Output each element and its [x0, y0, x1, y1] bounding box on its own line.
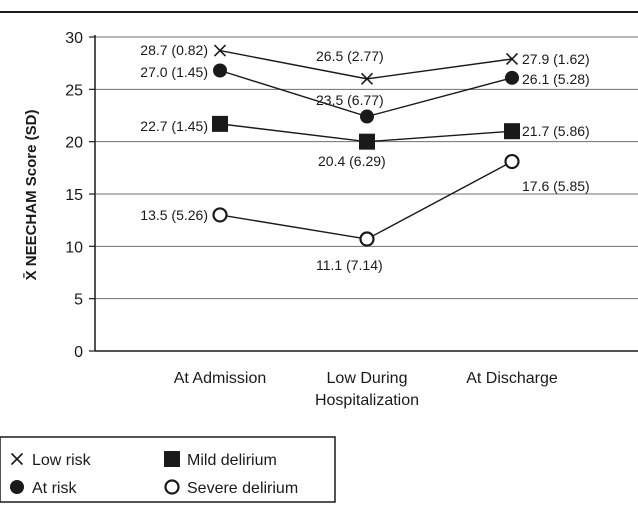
data-label: 22.7 (1.45) [140, 118, 208, 134]
legend-item: Severe delirium [164, 479, 298, 497]
legend-label: Mild delirium [187, 452, 277, 469]
legend-marker [10, 480, 24, 494]
data-label: 26.1 (5.28) [522, 71, 590, 87]
legend-marker [164, 479, 180, 495]
legend-label: At risk [32, 480, 77, 497]
data-point [213, 44, 227, 57]
data-point [212, 115, 228, 132]
data-label: 21.7 (5.86) [522, 123, 590, 139]
data-point [505, 52, 519, 66]
data-label: 27.0 (1.45) [140, 64, 208, 80]
y-tick-label: 30 [65, 30, 83, 47]
data-point [360, 109, 374, 124]
series-line [219, 160, 513, 240]
data-label: 28.7 (0.82) [140, 42, 208, 58]
y-tick-label: 20 [65, 135, 83, 152]
legend-marker [164, 451, 180, 467]
legend-marker [10, 452, 24, 466]
data-label: 11.1 (7.14) [316, 257, 383, 273]
data-label: 23.5 (6.77) [316, 92, 384, 108]
y-tick-label: 0 [74, 344, 83, 361]
x-category-label: At Discharge [466, 370, 558, 387]
legend: Low risk At risk Mild delirium Severe delir… [0, 436, 336, 503]
y-tick-label: 15 [65, 187, 83, 204]
legend-item: At risk [10, 480, 77, 497]
legend-item: Mild delirium [164, 451, 277, 469]
data-label: 20.4 (6.29) [318, 153, 386, 169]
data-point [359, 133, 375, 150]
y-tick-label: 5 [74, 292, 83, 309]
data-point [212, 207, 228, 223]
data-label: 17.6 (5.85) [522, 178, 590, 194]
data-label: 26.5 (2.77) [316, 48, 384, 64]
x-category-label: Hospitalization [315, 392, 419, 409]
data-point [504, 153, 520, 170]
y-axis-label: X̄ NEECHAM Score (SD) [22, 110, 40, 281]
data-point [504, 123, 520, 140]
legend-item: Low risk [10, 452, 92, 469]
data-point [213, 63, 227, 78]
data-point [505, 70, 519, 85]
data-label: 27.9 (1.62) [522, 51, 590, 67]
x-category-label: Low During [327, 370, 408, 387]
data-point [360, 72, 374, 85]
legend-label: Low risk [32, 452, 92, 469]
y-tick-label: 25 [65, 82, 83, 99]
y-tick-label: 10 [65, 239, 83, 256]
x-category-label: At Admission [174, 370, 266, 387]
data-label: 13.5 (5.26) [140, 207, 208, 223]
legend-box [0, 436, 336, 503]
data-point [359, 231, 375, 247]
legend-label: Severe delirium [187, 480, 298, 497]
